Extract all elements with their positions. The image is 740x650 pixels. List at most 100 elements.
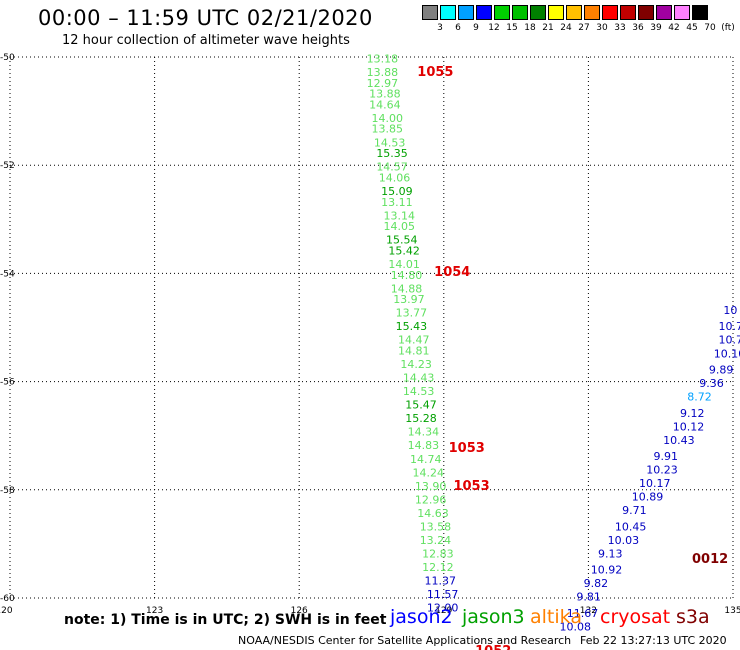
wave-height-label: 10.92 xyxy=(591,564,623,577)
wave-height-label: 12.83 xyxy=(422,547,454,560)
page-subtitle: 12 hour collection of altimeter wave hei… xyxy=(62,33,350,48)
timestamp-text: Feb 22 13:27:13 UTC 2020 xyxy=(580,634,727,647)
wave-height-label: 14.83 xyxy=(408,439,440,452)
color-swatch xyxy=(620,5,636,20)
wave-height-label: 12.00 xyxy=(427,602,459,615)
y-tick-label: -54 xyxy=(0,269,15,279)
wave-height-label: 9.91 xyxy=(653,450,678,463)
color-swatch xyxy=(476,5,492,20)
wave-height-label: 13.97 xyxy=(393,293,425,306)
cycle-number-label: 1055 xyxy=(417,65,453,80)
cycle-number-label: 0012 xyxy=(692,552,728,567)
wave-height-label: 10.03 xyxy=(608,534,640,547)
wave-height-label: 14.06 xyxy=(379,171,411,184)
wave-height-label: 9.81 xyxy=(576,591,601,604)
wave-height-label: 14.01 xyxy=(388,258,420,271)
wave-height-label: 14.43 xyxy=(403,372,435,385)
y-tick-label: -60 xyxy=(0,594,15,604)
wave-height-label: 14.24 xyxy=(412,466,444,479)
page-title: 00:00 – 11:59 UTC 02/21/2020 xyxy=(38,6,373,30)
color-scale-unit: (ft) xyxy=(721,23,735,33)
wave-height-label: 10.7 xyxy=(719,320,740,333)
wave-height-label: 14.63 xyxy=(417,507,449,520)
cycle-number-label: 1053 xyxy=(453,479,489,494)
cycle-number-label: 1054 xyxy=(434,265,470,280)
wave-height-label: 10.73 xyxy=(719,334,740,347)
wave-height-label: 14.23 xyxy=(400,358,432,371)
wave-height-label: 15.54 xyxy=(386,234,418,247)
wave-height-label: 14.05 xyxy=(384,220,416,233)
wave-height-label: 11.37 xyxy=(425,574,457,587)
wave-height-label: 14.00 xyxy=(372,112,404,125)
cycle-number-label: 1052 xyxy=(475,644,511,650)
legend-jason2: jason2 xyxy=(390,606,453,628)
y-tick-label: -50 xyxy=(0,53,15,63)
wave-height-label: 10.45 xyxy=(615,520,647,533)
wave-height-label: 13.11 xyxy=(381,196,413,209)
wave-height-label: 9.71 xyxy=(622,504,647,517)
legend-cryosat: cryosat xyxy=(600,606,671,628)
color-swatch xyxy=(674,5,690,20)
wave-height-label: 14.53 xyxy=(403,385,435,398)
wave-height-label: 13.14 xyxy=(384,209,416,222)
wave-height-label: 10.12 xyxy=(673,420,705,433)
wave-height-label: 14.53 xyxy=(374,136,406,149)
color-scale-label: 70 xyxy=(704,23,716,33)
wave-height-label: 9.12 xyxy=(680,407,705,420)
color-scale-label: 3 xyxy=(437,23,443,33)
wave-height-label: 13.90 xyxy=(415,480,447,493)
wave-height-label: 13.88 xyxy=(367,66,399,79)
x-tick-label: 135 xyxy=(724,606,740,616)
wave-height-label: 9.36 xyxy=(699,377,724,390)
wave-height-label: 14.64 xyxy=(369,98,401,111)
color-scale-label: 39 xyxy=(650,23,662,33)
wave-height-label: 10.43 xyxy=(663,434,695,447)
color-scale-label: 27 xyxy=(578,23,590,33)
x-tick-label: 129 xyxy=(435,606,452,616)
legend-jason3: jason3 xyxy=(462,606,525,628)
wave-height-label: 12.96 xyxy=(415,493,447,506)
color-scale-label: 36 xyxy=(632,23,644,33)
wave-height-label: 10.23 xyxy=(646,464,678,477)
color-swatch xyxy=(458,5,474,20)
wave-height-label: 13.18 xyxy=(367,52,399,65)
color-swatch xyxy=(512,5,528,20)
color-scale-label: 6 xyxy=(455,23,461,33)
wave-height-label: 14.81 xyxy=(398,345,430,358)
color-swatch xyxy=(566,5,582,20)
wave-height-label: 13.58 xyxy=(420,520,452,533)
wave-height-label: 9.89 xyxy=(709,363,734,376)
color-swatch xyxy=(530,5,546,20)
color-swatch xyxy=(548,5,564,20)
wave-height-label: 15.43 xyxy=(396,320,428,333)
legend-s3a: s3a xyxy=(676,606,710,628)
wave-height-label: 14.47 xyxy=(398,334,430,347)
y-tick-label: -58 xyxy=(0,486,15,496)
x-tick-label: 120 xyxy=(0,606,13,616)
wave-height-label: 13.24 xyxy=(420,534,452,547)
wave-height-label: 14.74 xyxy=(410,453,442,466)
wave-height-label: 10 xyxy=(723,304,737,317)
legend-altika: altika xyxy=(530,606,582,628)
color-scale-label: 42 xyxy=(668,23,680,33)
wave-height-label: 14.57 xyxy=(376,161,408,174)
cycle-number-label: 1053 xyxy=(449,441,485,456)
wave-height-label: 9.82 xyxy=(584,577,609,590)
y-tick-label: -52 xyxy=(0,161,15,171)
wave-height-label: 10.08 xyxy=(559,620,591,633)
wave-height-label: 14.80 xyxy=(391,269,423,282)
wave-height-label: 10.17 xyxy=(639,477,671,490)
wave-height-label: 14.88 xyxy=(391,282,423,295)
wave-height-label: 12.97 xyxy=(367,77,399,90)
wave-height-label: 8.72 xyxy=(687,391,712,404)
x-tick-label: 132 xyxy=(580,606,597,616)
wave-height-label: 10.89 xyxy=(632,491,664,504)
color-scale-label: 21 xyxy=(542,23,554,33)
wave-height-label: 15.28 xyxy=(405,412,437,425)
color-scale-label: 15 xyxy=(506,23,518,33)
color-scale-label: 9 xyxy=(473,23,479,33)
wave-height-label: 15.09 xyxy=(381,185,413,198)
color-swatch xyxy=(692,5,708,20)
wave-height-label: 12.12 xyxy=(422,561,454,574)
